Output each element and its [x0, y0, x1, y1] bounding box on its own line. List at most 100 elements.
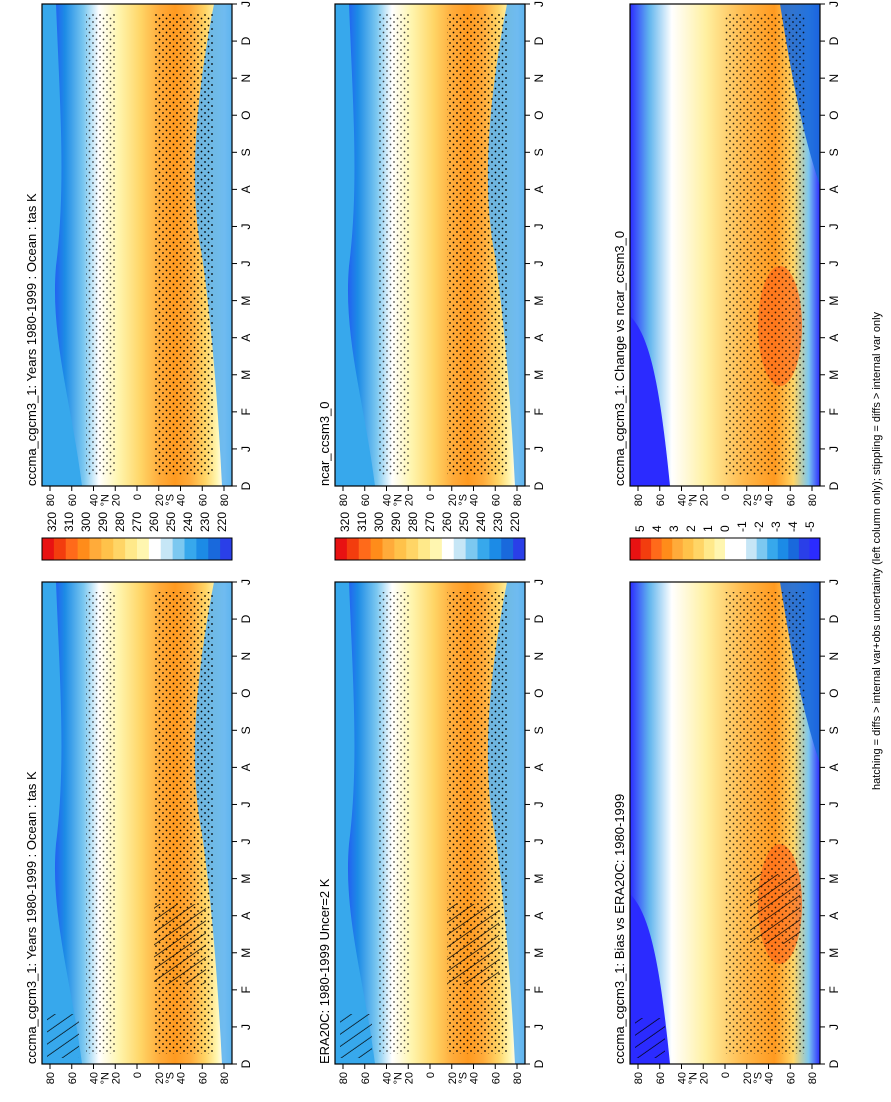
north-hemisphere-label: °N: [392, 494, 404, 506]
colorbar-swatch: [703, 538, 715, 560]
x-tick-label: F: [532, 408, 546, 415]
y-tick-label: 80: [807, 1072, 819, 1084]
colorbar-label: -1: [735, 521, 749, 532]
panel-title: cccma_cgcm3_1: Years 1980-1999 : Ocean :…: [24, 193, 39, 486]
y-tick-label: 20: [447, 494, 459, 506]
x-tick-label: A: [532, 185, 546, 193]
colorbar-swatch: [798, 538, 810, 560]
y-tick-label: 20: [403, 1072, 415, 1084]
x-tick-label: O: [532, 689, 546, 698]
colorbar-swatch: [465, 538, 478, 560]
colorbar-label: 290: [96, 512, 110, 532]
south-hemisphere-label: °S: [753, 494, 765, 506]
x-tick-label: M: [532, 948, 546, 958]
hatch-region: [750, 874, 800, 944]
x-tick-label: M: [532, 874, 546, 884]
colorbar-swatch: [125, 538, 138, 560]
y-tick-label: 60: [197, 494, 209, 506]
colorbar-swatch: [346, 538, 360, 560]
colorbar-swatch: [89, 538, 102, 560]
x-tick-label: S: [532, 148, 546, 156]
hatch-region: [340, 1014, 372, 1058]
y-tick-label: 80: [45, 1072, 57, 1084]
colorbar-swatch: [358, 538, 372, 560]
y-tick-label: 40: [176, 494, 188, 506]
x-tick-label: M: [827, 948, 841, 958]
x-tick-label: N: [239, 652, 253, 661]
colorbar-swatch: [767, 538, 779, 560]
colorbar-label: 310: [355, 512, 369, 532]
stipple-region: [154, 592, 214, 1054]
x-tick-label: D: [239, 36, 253, 45]
y-tick-label: 60: [360, 1072, 372, 1084]
colorbar-label: 240: [181, 512, 195, 532]
y-tick-label: 60: [785, 1072, 797, 1084]
y-tick-label: 80: [45, 494, 57, 506]
y-tick-label: 40: [677, 1072, 689, 1084]
stipple-region: [379, 14, 409, 476]
x-tick-label: A: [532, 912, 546, 920]
colorbar-label: 300: [79, 512, 93, 532]
y-tick-label: 60: [490, 1072, 502, 1084]
x-tick-label: J: [239, 839, 253, 845]
panel-p2: cccma_cgcm3_1: Years 1980-1999 : Ocean :…: [24, 1, 253, 506]
colorbar-swatch: [714, 538, 726, 560]
colorbar-swatch: [788, 538, 800, 560]
y-tick-label: 0: [132, 494, 144, 500]
colorbar-label: 280: [113, 512, 127, 532]
x-tick-label: N: [827, 652, 841, 661]
x-tick-label: O: [827, 689, 841, 698]
x-tick-label: J: [532, 579, 546, 585]
x-tick-label: A: [532, 334, 546, 342]
x-tick-label: J: [827, 223, 841, 229]
y-tick-label: 20: [403, 494, 415, 506]
panel-title: ERA20C: 1980-1999 Uncer=2 K: [317, 878, 332, 1064]
x-tick-label: J: [532, 223, 546, 229]
x-tick-label: J: [532, 801, 546, 807]
y-tick-label: 0: [720, 494, 732, 500]
y-tick-label: 40: [382, 494, 394, 506]
colorbar-swatch: [184, 538, 197, 560]
colorbar-swatch: [735, 538, 747, 560]
colorbar-label: 270: [423, 512, 437, 532]
colorbar-swatch: [430, 538, 443, 560]
x-tick-label: J: [827, 261, 841, 267]
x-tick-label: J: [827, 1024, 841, 1030]
x-tick-label: J: [239, 1, 253, 7]
colorbar-swatch: [725, 538, 737, 560]
x-tick-label: M: [239, 296, 253, 306]
colorbar-label: 240: [474, 512, 488, 532]
colorbar-swatch: [682, 538, 694, 560]
south-hemisphere-label: °S: [458, 494, 470, 506]
y-tick-label: 40: [89, 494, 101, 506]
y-tick-label: 80: [219, 494, 231, 506]
north-cold-region: [335, 582, 375, 1064]
colorbar-label: 4: [650, 525, 664, 532]
stipple-region: [379, 592, 409, 1054]
colorbar-label: -2: [752, 521, 766, 532]
y-tick-label: 60: [785, 494, 797, 506]
north-hemisphere-label: °N: [99, 494, 111, 506]
x-tick-label: J: [239, 579, 253, 585]
y-tick-label: 60: [197, 1072, 209, 1084]
x-tick-label: J: [532, 1024, 546, 1030]
x-tick-label: S: [827, 148, 841, 156]
x-tick-label: J: [239, 223, 253, 229]
x-tick-label: J: [239, 446, 253, 452]
x-tick-label: J: [827, 839, 841, 845]
colorbar-swatch: [208, 538, 221, 560]
x-tick-label: M: [827, 296, 841, 306]
x-tick-label: D: [239, 614, 253, 623]
colorbar-label: -5: [803, 521, 817, 532]
x-tick-label: A: [827, 912, 841, 920]
colorbar-label: -3: [769, 521, 783, 532]
y-tick-label: 20: [154, 1072, 166, 1084]
colorbar-swatch: [42, 538, 55, 560]
x-tick-label: J: [532, 1, 546, 7]
colorbar-label: 270: [130, 512, 144, 532]
x-tick-label: N: [827, 74, 841, 83]
x-tick-label: J: [239, 1024, 253, 1030]
y-tick-label: 80: [512, 494, 524, 506]
colorbar-label: 280: [406, 512, 420, 532]
x-tick-label: D: [827, 36, 841, 45]
